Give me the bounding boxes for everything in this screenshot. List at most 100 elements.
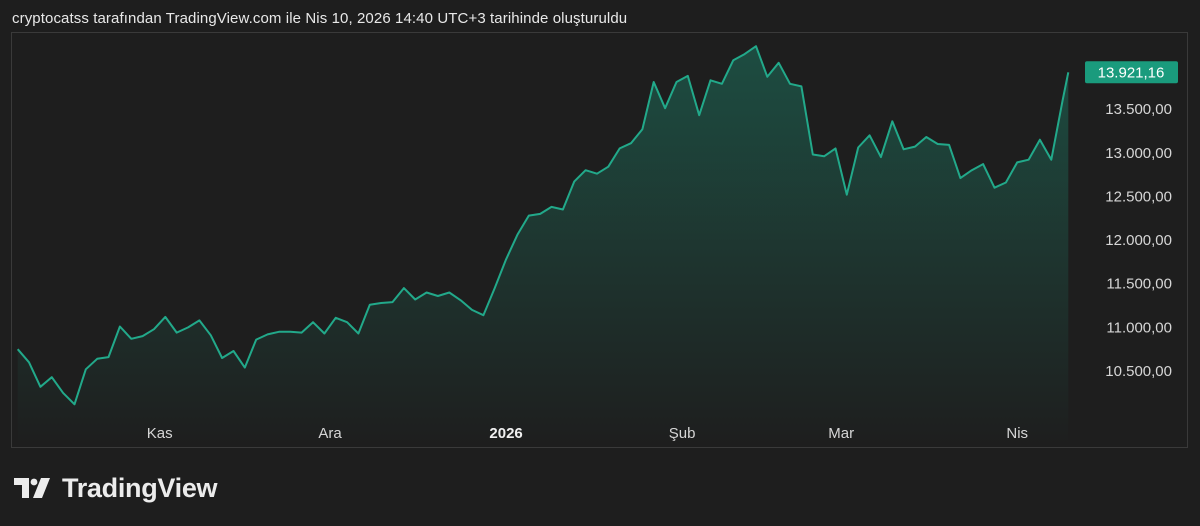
data-point: [96, 358, 98, 360]
data-point: [846, 194, 848, 196]
data-point: [392, 301, 394, 303]
data-point: [698, 114, 700, 116]
data-point: [39, 386, 41, 388]
data-point: [460, 299, 462, 301]
data-point: [562, 209, 564, 211]
data-point: [130, 338, 132, 340]
data-point: [778, 62, 780, 64]
data-point: [664, 107, 666, 109]
data-point: [516, 234, 518, 236]
data-point: [255, 339, 257, 341]
x-tick-label: Nis: [1006, 425, 1028, 442]
data-point: [198, 319, 200, 321]
x-tick-label: Ara: [318, 425, 342, 442]
data-point: [176, 332, 178, 334]
data-point: [119, 326, 121, 328]
data-point: [471, 309, 473, 311]
data-point: [62, 392, 64, 394]
data-point: [539, 213, 541, 215]
data-point: [17, 348, 19, 350]
y-tick-label: 10.500,00: [1105, 363, 1172, 380]
data-point: [448, 292, 450, 294]
data-point: [607, 166, 609, 168]
data-point: [1050, 159, 1052, 161]
data-point: [755, 45, 757, 47]
data-point: [335, 317, 337, 319]
data-point: [494, 287, 496, 289]
data-point: [869, 134, 871, 136]
last-price-tag-background: [1085, 61, 1178, 84]
data-point: [800, 85, 802, 87]
data-point: [142, 335, 144, 337]
data-point: [414, 299, 416, 301]
data-point: [551, 206, 553, 208]
data-point: [1067, 71, 1069, 73]
x-tick-label: Kas: [147, 425, 173, 442]
data-point: [857, 147, 859, 149]
data-point: [51, 376, 53, 378]
data-point: [676, 81, 678, 83]
last-price-tag: 13.921,16: [1085, 61, 1178, 84]
data-point: [221, 357, 223, 359]
data-point: [369, 304, 371, 306]
chart-attribution: cryptocatss tarafından TradingView.com i…: [12, 10, 628, 27]
data-point: [789, 83, 791, 85]
tradingview-wordmark: TradingView: [62, 472, 218, 503]
data-point: [346, 321, 348, 323]
data-point: [301, 332, 303, 334]
data-point: [244, 367, 246, 369]
data-point: [732, 59, 734, 61]
x-tick-label: 2026: [489, 425, 522, 442]
data-point: [630, 142, 632, 144]
data-point: [596, 173, 598, 175]
data-point: [1005, 182, 1007, 184]
data-point: [766, 76, 768, 78]
data-point: [1062, 99, 1064, 101]
data-point: [585, 169, 587, 171]
x-axis: Kas Ara 2026 Şub Mar Nis: [147, 425, 1028, 442]
y-tick-label: 11.000,00: [1106, 319, 1172, 336]
x-tick-label: Şub: [669, 425, 696, 442]
y-tick-label: 12.000,00: [1105, 232, 1172, 249]
data-point: [823, 155, 825, 157]
data-point: [380, 302, 382, 304]
data-point: [994, 187, 996, 189]
data-point: [267, 333, 269, 335]
y-tick-label: 13.500,00: [1105, 101, 1172, 118]
data-point: [812, 154, 814, 156]
data-point: [937, 143, 939, 145]
data-point: [880, 156, 882, 158]
tradingview-logo[interactable]: TradingView: [14, 472, 218, 504]
data-point: [437, 295, 439, 297]
data-point: [482, 314, 484, 316]
data-point: [28, 361, 30, 363]
data-point: [278, 331, 280, 333]
data-point: [426, 292, 428, 294]
x-tick-label: Mar: [828, 425, 854, 442]
data-point: [891, 120, 893, 122]
data-point: [210, 334, 212, 336]
data-point: [959, 177, 961, 179]
data-point: [948, 144, 950, 146]
data-point: [233, 350, 235, 352]
data-point: [903, 148, 905, 150]
data-point: [323, 333, 325, 335]
data-point: [653, 81, 655, 83]
data-point: [108, 356, 110, 358]
data-point: [835, 147, 837, 149]
data-point: [721, 83, 723, 85]
data-point: [744, 53, 746, 55]
y-tick-label: 13.000,00: [1105, 145, 1172, 162]
price-line: [16, 45, 1070, 406]
data-point: [925, 136, 927, 138]
data-point: [289, 331, 291, 333]
tradingview-logo-icon: [14, 478, 50, 498]
data-point: [687, 75, 689, 77]
data-point: [505, 258, 507, 260]
price-area: [17, 46, 1069, 446]
data-point: [153, 328, 155, 330]
data-point: [403, 287, 405, 289]
data-point: [573, 181, 575, 183]
data-point: [710, 79, 712, 81]
